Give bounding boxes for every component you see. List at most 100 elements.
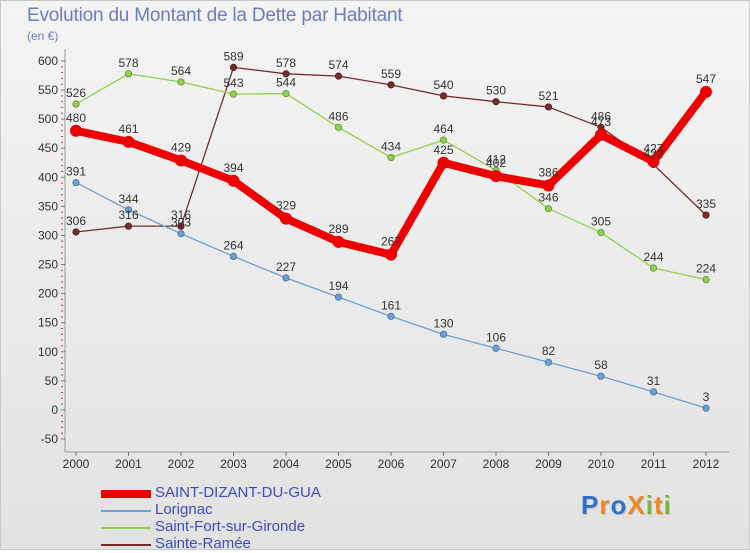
data-point-saint-fort-sur-gironde	[544, 205, 553, 213]
data-point-sainte-ram-e	[334, 72, 343, 80]
logo-letter: P	[581, 490, 600, 520]
data-point-sainte-ram-e	[124, 222, 133, 230]
y-minor-tick	[61, 95, 63, 97]
chart-title: Evolution du Montant de la Dette par Hab…	[27, 5, 403, 26]
data-point-saint-fort-sur-gironde	[387, 153, 395, 162]
data-point-saint-dizant-du-gua	[595, 128, 607, 141]
data-label-saint-dizant-du-gua: 329	[276, 199, 296, 213]
y-minor-tick	[61, 136, 63, 138]
x-tick-label: 2002	[168, 457, 195, 471]
data-point-sainte-ram-e	[387, 81, 395, 89]
data-label-saint-dizant-du-gua: 402	[486, 156, 506, 170]
legend-label: Sainte-Ramée	[155, 535, 251, 552]
series-lorignac	[72, 178, 710, 412]
y-tick-label: 350	[38, 199, 58, 213]
y-minor-tick	[61, 281, 63, 283]
y-minor-tick	[61, 165, 63, 167]
y-minor-tick	[61, 386, 63, 388]
data-label-saint-fort-sur-gironde: 244	[643, 250, 663, 264]
data-label-sainte-ram-e: 530	[486, 84, 506, 98]
data-point-lorignac	[387, 312, 395, 320]
x-tick-label: 2005	[325, 457, 352, 471]
series-sainte-ram-e	[72, 63, 710, 236]
data-point-saint-dizant-du-gua	[700, 85, 712, 98]
x-tick-label: 2004	[273, 457, 300, 471]
y-tick-label: 150	[38, 316, 58, 330]
data-point-saint-dizant-du-gua	[332, 235, 345, 248]
y-minor-tick	[61, 112, 63, 114]
y-minor-tick	[61, 432, 63, 434]
data-label-lorignac: 82	[542, 344, 556, 358]
data-point-lorignac	[439, 330, 448, 338]
data-point-lorignac	[229, 252, 238, 260]
data-label-lorignac: 264	[223, 238, 243, 252]
chart-subtitle: (en €)	[27, 29, 59, 43]
data-label-lorignac: 227	[276, 260, 296, 274]
data-label-lorignac: 344	[118, 192, 138, 206]
y-minor-tick	[61, 246, 63, 248]
y-tick-label: 200	[38, 287, 58, 301]
y-minor-tick	[61, 298, 63, 300]
y-minor-tick	[61, 66, 63, 68]
y-minor-tick	[61, 415, 63, 417]
data-label-sainte-ram-e: 316	[118, 208, 138, 222]
data-point-saint-dizant-du-gua	[122, 135, 135, 148]
data-point-saint-dizant-du-gua	[437, 156, 450, 169]
legend-label: Saint-Fort-sur-Gironde	[155, 518, 306, 535]
series-saint-fort-sur-gironde	[72, 70, 710, 284]
data-label-sainte-ram-e: 306	[66, 214, 86, 228]
data-label-saint-fort-sur-gironde: 486	[328, 109, 348, 123]
y-minor-tick	[61, 304, 63, 306]
y-minor-tick	[61, 159, 63, 161]
y-tick-label: 450	[38, 141, 58, 155]
data-label-saint-fort-sur-gironde: 543	[223, 76, 243, 90]
data-point-sainte-ram-e	[702, 211, 710, 219]
data-label-saint-fort-sur-gironde: 224	[696, 262, 716, 276]
y-minor-tick	[61, 153, 63, 155]
data-label-sainte-ram-e: 578	[276, 56, 296, 70]
y-minor-tick	[61, 310, 63, 312]
x-tick-label: 2011	[641, 457, 667, 471]
y-tick-label: -50	[41, 432, 59, 446]
data-labels-layer: 306 316 316 589 578 574 559 540 530 521 486 422 335 5…	[66, 49, 716, 404]
data-point-lorignac	[72, 178, 80, 187]
data-point-saint-fort-sur-gironde	[229, 90, 238, 98]
data-point-saint-dizant-du-gua	[227, 174, 240, 187]
y-minor-tick	[61, 339, 63, 341]
data-point-sainte-ram-e	[544, 103, 553, 111]
data-label-saint-dizant-du-gua: 427	[643, 142, 663, 156]
data-point-lorignac	[702, 404, 710, 412]
y-tick-label: 400	[38, 170, 58, 184]
y-minor-tick	[61, 188, 63, 190]
data-label-sainte-ram-e: 521	[538, 89, 558, 103]
y-minor-tick	[61, 391, 63, 393]
data-label-sainte-ram-e: 316	[171, 208, 191, 222]
axes: -50 0 50 100 150 200 250 300 350 400 450 500 550 600 2…	[38, 49, 729, 471]
data-point-saint-dizant-du-gua	[490, 170, 502, 183]
data-point-lorignac	[124, 206, 133, 214]
logo-letter: i	[645, 490, 654, 520]
y-minor-tick	[61, 217, 63, 219]
data-label-sainte-ram-e: 335	[696, 197, 716, 211]
y-minor-tick	[61, 287, 63, 289]
data-label-saint-dizant-du-gua: 386	[538, 165, 558, 179]
y-tick-label: 250	[38, 258, 58, 272]
data-label-lorignac: 58	[594, 358, 608, 372]
data-label-lorignac: 303	[171, 216, 191, 230]
logo-letter: t	[653, 490, 664, 520]
data-label-sainte-ram-e: 589	[223, 49, 243, 63]
logo-letter: i	[663, 490, 672, 520]
data-label-saint-dizant-du-gua: 473	[591, 115, 611, 129]
y-tick-label: 0	[51, 403, 58, 417]
y-minor-tick	[61, 182, 63, 184]
data-label-saint-fort-sur-gironde: 412	[486, 152, 506, 166]
x-tick-label: 2007	[430, 457, 457, 471]
data-point-sainte-ram-e	[492, 98, 500, 106]
legend-swatch	[101, 527, 151, 529]
y-minor-tick	[61, 357, 63, 359]
series-saint-dizant-du-gua	[70, 85, 712, 261]
y-minor-tick	[61, 374, 63, 376]
y-minor-tick	[61, 83, 63, 85]
y-minor-tick	[61, 107, 63, 109]
